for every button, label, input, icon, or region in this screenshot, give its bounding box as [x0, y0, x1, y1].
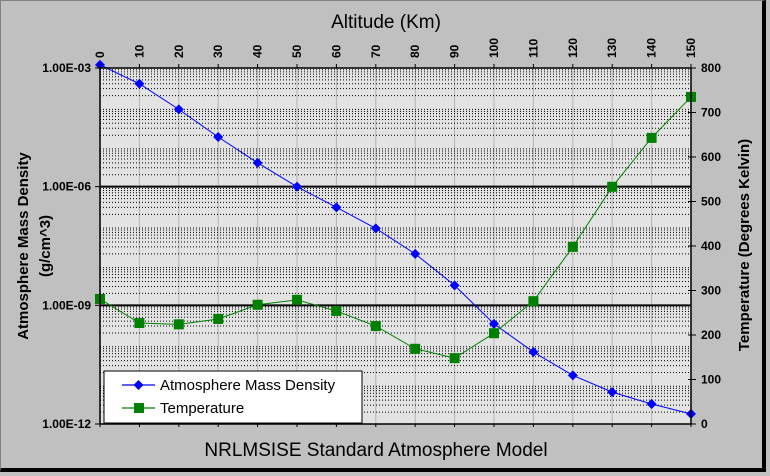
temperature-point — [489, 328, 499, 339]
x-axis-title: Altitude (Km) — [331, 12, 441, 33]
x-tick-label: 110 — [526, 38, 540, 58]
x-tick-label: 20 — [172, 44, 186, 58]
x-tick-label: 70 — [369, 44, 383, 58]
density-point — [331, 202, 342, 213]
series-layer — [95, 59, 696, 419]
y2-tick-label: 800 — [701, 61, 721, 75]
density-point — [410, 248, 421, 259]
temperature-point — [252, 299, 263, 310]
temperature-point — [528, 296, 539, 307]
axes: 0 10 20 30 40 50 60 70 80 90 100 110 120 130 140 150 1.0… — [42, 38, 721, 431]
x-tick-label: 50 — [290, 44, 304, 58]
density-point — [134, 78, 145, 89]
x-tick-label: 80 — [408, 44, 422, 58]
density-point — [213, 132, 224, 143]
temperature-line — [99, 96, 692, 359]
temperature-point — [292, 294, 302, 305]
density-point — [252, 157, 263, 168]
x-tick-label: 90 — [448, 44, 462, 58]
y2-tick-label: 0 — [701, 417, 708, 431]
y-tick-label: 1.00E-09 — [42, 298, 91, 312]
legend: Atmosphere Mass Density Temperature — [103, 370, 363, 424]
y-tick-label: 1.00E-06 — [42, 180, 91, 194]
x-tick-label: 100 — [487, 38, 501, 58]
density-point — [567, 370, 578, 381]
y2-tick-label: 300 — [701, 284, 721, 298]
x-tick-label: 140 — [645, 38, 659, 58]
y2-tick-label: 500 — [701, 195, 721, 209]
temperature-point — [567, 241, 578, 252]
density-line — [99, 64, 692, 415]
density-point — [173, 104, 184, 115]
plot-area — [100, 68, 691, 424]
x-tick-label: 0 — [93, 51, 107, 58]
density-point — [607, 387, 618, 398]
x-tick-label: 10 — [132, 44, 146, 58]
y2-tick-label: 200 — [701, 328, 721, 342]
x-tick-label: 30 — [211, 44, 225, 58]
y-axis-title-line1: Atmosphere Mass Density — [15, 152, 32, 340]
y-axis-title: Atmosphere Mass Density (g/cm^3) — [15, 152, 54, 340]
density-point — [528, 347, 539, 358]
x-tick-label: 150 — [684, 38, 698, 58]
temperature-point — [410, 343, 421, 354]
gridlines — [100, 68, 691, 424]
temperature-point — [646, 132, 657, 143]
square-marker-icon — [134, 403, 144, 413]
density-point — [292, 181, 302, 192]
temperature-point — [173, 319, 184, 330]
temperature-point — [607, 181, 618, 192]
x-tick-label: 120 — [566, 38, 580, 58]
y2-tick-label: 600 — [701, 150, 721, 164]
y2-tick-label: 700 — [701, 106, 721, 120]
y-tick-label: 1.00E-03 — [42, 61, 91, 75]
chart-title: NRLMSISE Standard Atmosphere Model — [204, 440, 547, 461]
y-tick-label: 1.00E-12 — [42, 417, 91, 431]
legend-density-label: Atmosphere Mass Density — [160, 377, 336, 394]
legend-temperature-label: Temperature — [160, 400, 244, 417]
x-tick-label: 40 — [251, 44, 265, 58]
density-point — [489, 318, 499, 329]
y2-tick-label: 400 — [701, 239, 721, 253]
temperature-point — [449, 353, 460, 364]
y-axis-title-line2: (g/cm^3) — [37, 215, 54, 277]
temperature-point — [370, 321, 381, 332]
y2-axis-title: Temperature (Degrees Kelvin) — [736, 139, 753, 351]
x-tick-label: 130 — [605, 38, 619, 58]
temperature-point — [331, 305, 342, 316]
density-point — [646, 399, 657, 410]
legend-box — [103, 370, 363, 424]
temperature-point — [134, 317, 145, 328]
y2-tick-label: 100 — [701, 373, 721, 387]
density-point — [449, 280, 460, 291]
x-tick-label: 60 — [329, 44, 343, 58]
density-point — [370, 223, 381, 234]
diamond-marker-icon — [133, 380, 144, 390]
temperature-point — [213, 313, 224, 324]
